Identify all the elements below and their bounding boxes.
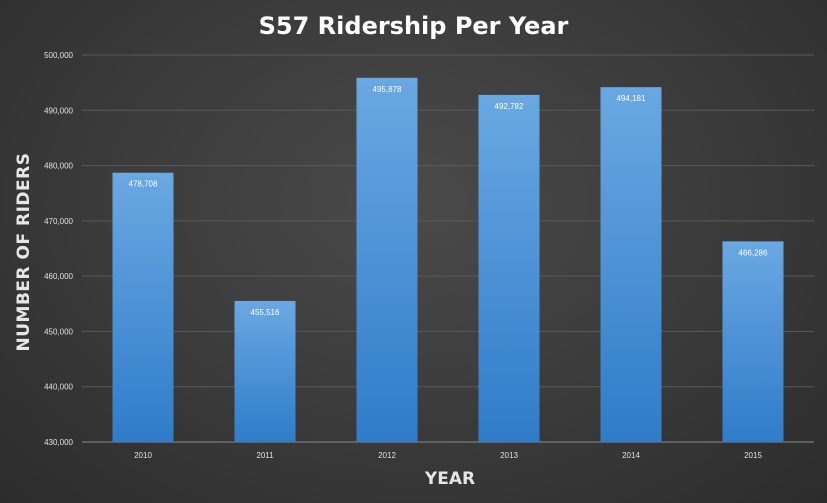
y-tick-label: 440,000 bbox=[44, 383, 73, 392]
x-tick-label: 2012 bbox=[378, 451, 396, 460]
y-tick-label: 460,000 bbox=[44, 272, 73, 281]
y-tick-label: 470,000 bbox=[44, 217, 73, 226]
y-tick-labels: 430,000 440,000 450,000 460,000 470,000 480,0… bbox=[44, 51, 73, 447]
x-tick-label: 2014 bbox=[622, 451, 640, 460]
bar bbox=[722, 241, 784, 442]
y-tick-label: 500,000 bbox=[44, 51, 73, 60]
data-label: 492,782 bbox=[495, 102, 524, 111]
x-tick-label: 2013 bbox=[500, 451, 518, 460]
y-tick-label: 480,000 bbox=[44, 162, 73, 171]
x-tick-label: 2015 bbox=[744, 451, 762, 460]
data-label: 494,181 bbox=[617, 94, 646, 103]
x-tick-label: 2010 bbox=[134, 451, 152, 460]
bar bbox=[112, 172, 174, 442]
y-tick-label: 450,000 bbox=[44, 327, 73, 336]
x-tick-label: 2011 bbox=[256, 451, 274, 460]
bar bbox=[478, 94, 540, 443]
chart-title: S57 Ridership Per Year bbox=[258, 12, 569, 40]
y-tick-label: 490,000 bbox=[44, 106, 73, 115]
bars: 478,708 455,516 495,878 492,782 494,181 466,2… bbox=[112, 77, 784, 443]
x-axis-label: YEAR bbox=[424, 469, 476, 489]
x-tick-labels: 2010 2011 2012 2013 2014 2015 bbox=[134, 451, 762, 460]
data-label: 455,516 bbox=[251, 308, 280, 317]
data-label: 495,878 bbox=[373, 85, 402, 94]
bar bbox=[600, 87, 662, 443]
bar bbox=[356, 77, 418, 443]
y-tick-label: 430,000 bbox=[44, 438, 73, 447]
data-label: 478,708 bbox=[129, 180, 158, 189]
bar bbox=[234, 300, 296, 442]
grid-lines bbox=[82, 54, 814, 443]
data-label: 466,286 bbox=[739, 248, 768, 257]
